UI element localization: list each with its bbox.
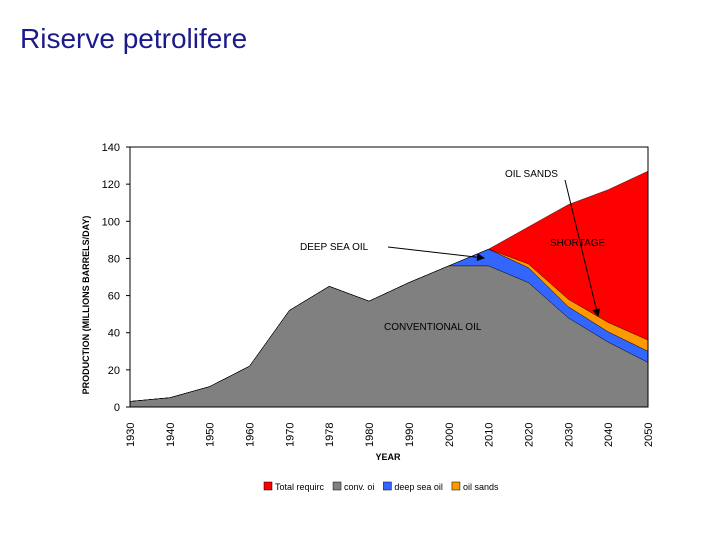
y-tick-label: 140: [102, 142, 120, 154]
annotation: OIL SANDS: [505, 169, 558, 180]
chart-title: Riserve petrolifere: [20, 23, 247, 54]
y-tick-label: 20: [108, 365, 120, 377]
x-tick-label: 2030: [563, 423, 575, 447]
y-axis-label: PRODUCTION (MILLIONS BARRELS/DAY): [81, 216, 91, 395]
legend-swatch: [332, 481, 342, 491]
y-tick-label: 120: [102, 179, 120, 191]
legend-swatch: [263, 481, 273, 491]
y-tick-label: 100: [102, 216, 120, 228]
x-tick-label: 2020: [523, 423, 535, 447]
y-tick-label: 0: [114, 402, 120, 414]
annotation-arrow: [387, 246, 485, 262]
x-tick-label: 1940: [165, 423, 177, 447]
x-tick-label: 1980: [364, 423, 376, 447]
x-tick-label: 1960: [245, 423, 257, 447]
annotation: SHORTAGE: [550, 238, 606, 249]
y-tick-label: 40: [108, 328, 120, 340]
legend-swatch: [451, 481, 461, 491]
legend-label: oil sands: [463, 482, 499, 492]
legend: Total requirc conv. oi deep sea oil oil san…: [262, 478, 510, 494]
annotation: DEEP SEA OIL: [300, 242, 369, 253]
y-tick-label: 60: [108, 291, 120, 303]
y-tick-label: 80: [108, 253, 120, 265]
legend-swatch: [383, 481, 392, 491]
legend-label: Total requirc: [275, 482, 325, 492]
x-tick-label: 2010: [484, 423, 496, 447]
plot-area: [129, 170, 649, 408]
legend-label: deep sea oil: [394, 482, 443, 492]
x-tick-label: 1990: [404, 423, 416, 447]
x-tick-label: 2000: [444, 423, 456, 447]
annotation: CONVENTIONAL OIL: [384, 322, 482, 333]
x-tick-label: 1950: [205, 423, 217, 447]
annotation-arrow: [564, 179, 601, 317]
x-axis-label: YEAR: [375, 452, 401, 462]
x-tick-label: 1930: [125, 423, 137, 447]
legend-label: conv. oi: [344, 482, 374, 492]
x-tick-label: 1970: [284, 423, 296, 447]
plot-border: [129, 146, 649, 408]
x-tick-label: 2040: [603, 423, 615, 447]
x-tick-label: 2050: [643, 423, 655, 447]
x-tick-label: 1978: [324, 423, 336, 447]
